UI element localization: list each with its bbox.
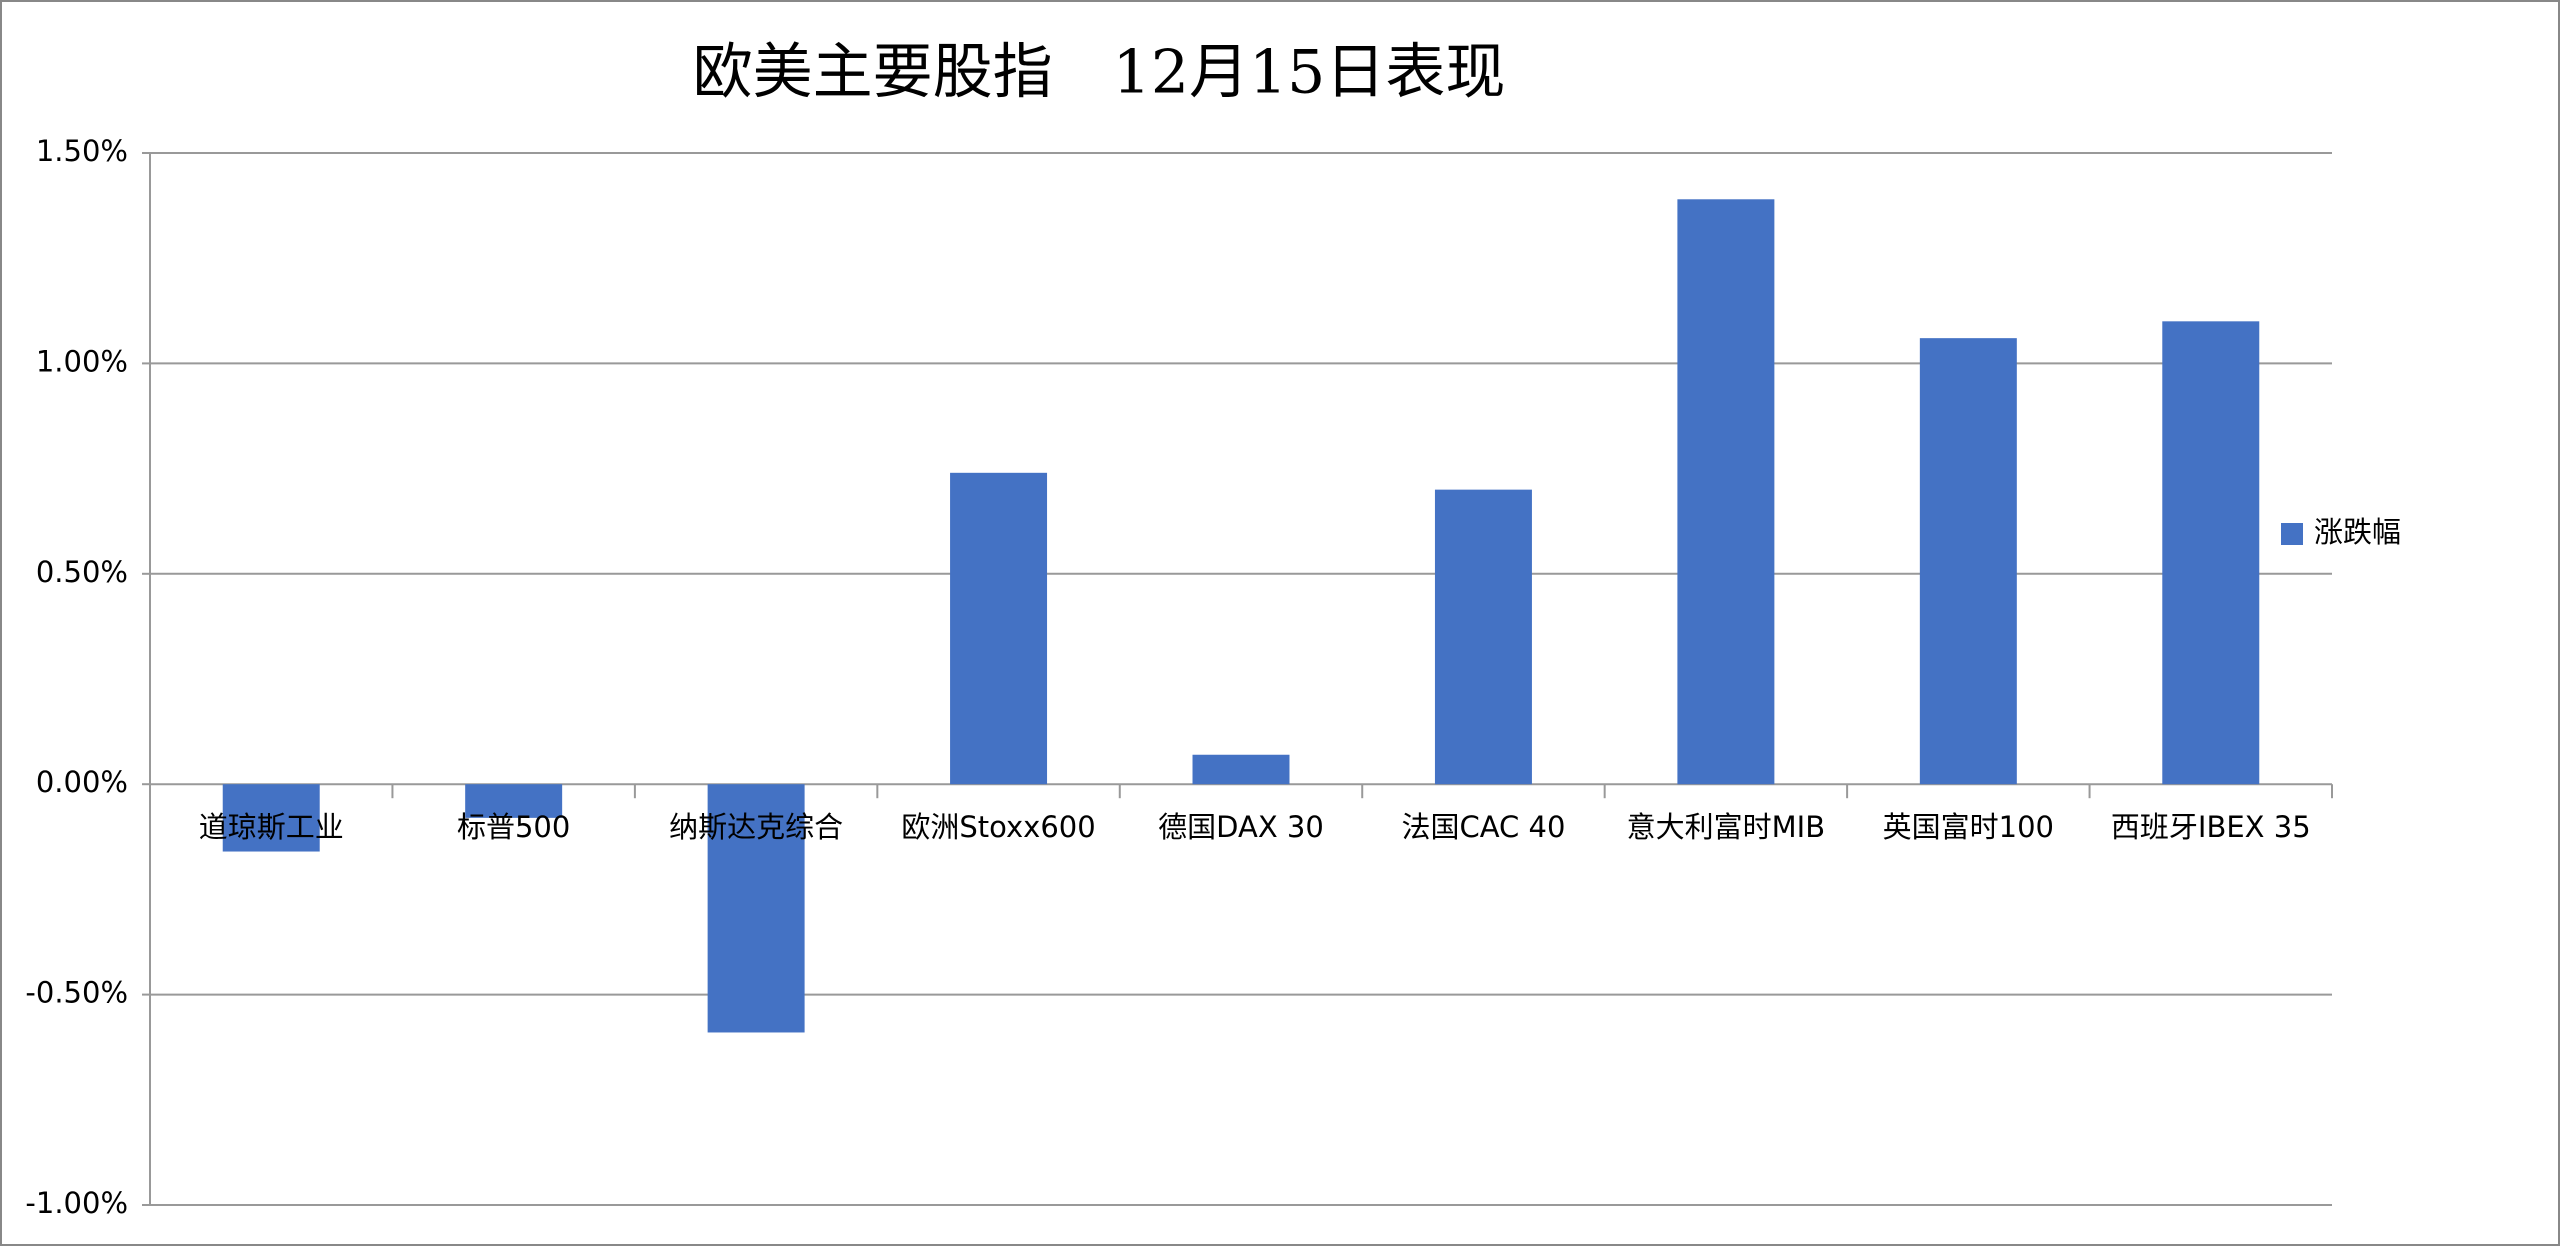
bar <box>465 784 563 818</box>
chart-title: 欧美主要股指 12月15日表现 <box>693 38 1506 108</box>
bar <box>1192 754 1290 785</box>
y-tick-label: 1.00% <box>36 344 128 378</box>
bar <box>1677 199 1775 785</box>
x-tick-label: 道琼斯工业 <box>199 810 344 844</box>
x-tick-label: 英国富时100 <box>1883 810 2054 844</box>
legend-swatch <box>2281 523 2303 545</box>
bar <box>950 472 1048 785</box>
legend-label: 涨跌幅 <box>2314 515 2401 549</box>
x-tick-label: 西班牙IBEX 35 <box>2111 810 2311 844</box>
y-tick-label: -1.00% <box>25 1186 128 1220</box>
bar <box>2162 321 2260 785</box>
x-tick-label: 欧洲Stoxx600 <box>901 810 1095 844</box>
bar <box>222 784 320 852</box>
x-tick-label: 标普500 <box>457 810 570 844</box>
x-tick-label: 纳斯达克综合 <box>669 810 843 844</box>
y-tick-label: -0.50% <box>25 976 128 1010</box>
bar <box>1919 338 2017 785</box>
x-tick-label: 意大利富时MIB <box>1627 810 1825 844</box>
y-tick-label: 0.00% <box>36 765 128 799</box>
x-tick-label: 德国DAX 30 <box>1158 810 1324 844</box>
y-tick-label: 1.50% <box>36 134 128 168</box>
bar <box>707 784 805 1033</box>
y-tick-label: 0.50% <box>36 555 128 589</box>
x-tick-label: 法国CAC 40 <box>1401 810 1565 844</box>
bar <box>1434 489 1532 785</box>
